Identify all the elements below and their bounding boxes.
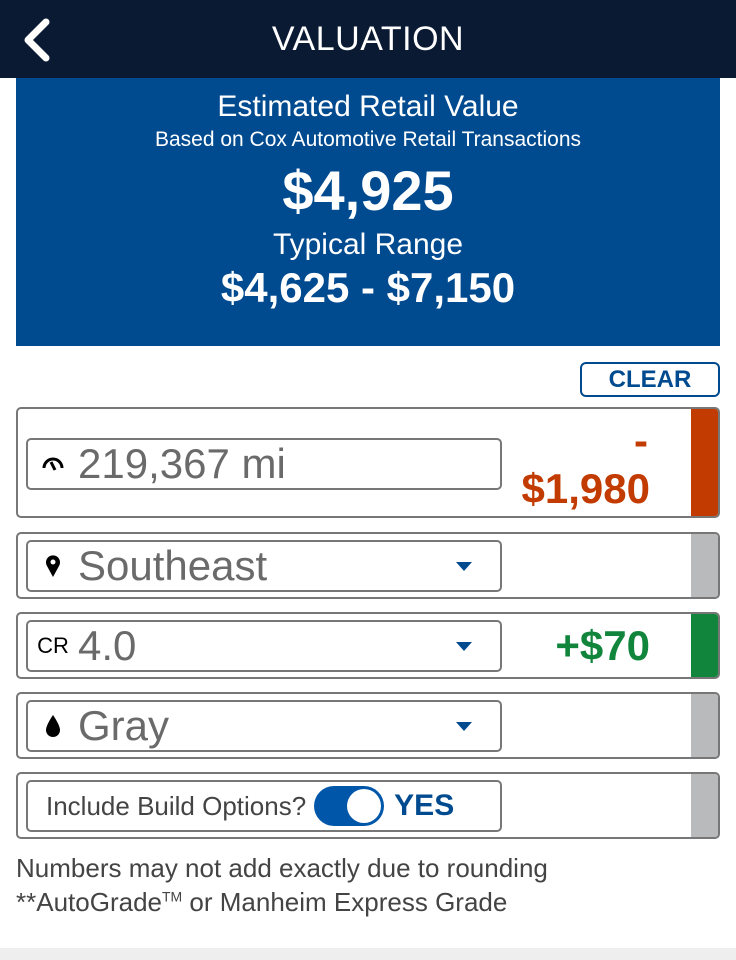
color-value: Gray xyxy=(78,702,170,749)
condition-adjustment: +$70 xyxy=(555,622,650,669)
build-options-row: Include Build Options? YES xyxy=(16,772,720,839)
color-row: Gray xyxy=(16,692,720,759)
condition-report-icon: CR xyxy=(37,633,69,658)
odometer-icon xyxy=(28,454,78,474)
region-row: Southeast xyxy=(16,532,720,599)
range-label: Typical Range xyxy=(272,228,464,261)
mileage-input[interactable]: 219,367 mi xyxy=(26,438,502,490)
adjustment-indicator-bar xyxy=(691,409,718,516)
header-bar: VALUATION xyxy=(0,0,736,78)
page-title: VALUATION xyxy=(271,20,465,58)
autograde-note: **AutoGradeTM or Manheim Express Grade xyxy=(16,887,507,918)
trademark: TM xyxy=(161,888,183,905)
express-grade-text: or Manheim Express Grade xyxy=(182,887,508,917)
adjustment-indicator-bar xyxy=(691,614,718,677)
toggle-state-label: YES xyxy=(394,789,455,822)
caret-down-icon xyxy=(456,561,472,571)
autograde-text: **AutoGrade xyxy=(16,887,162,917)
rounding-note: Numbers may not add exactly due to round… xyxy=(16,853,548,883)
bottom-divider xyxy=(0,948,736,960)
caret-down-icon xyxy=(456,721,472,731)
condition-row: CR 4.0 +$70 xyxy=(16,612,720,679)
clear-button[interactable]: CLEAR xyxy=(580,362,720,397)
color-dropdown[interactable]: Gray xyxy=(26,700,502,752)
region-value: Southeast xyxy=(78,542,268,589)
toggle-knob xyxy=(347,789,382,823)
mileage-value: 219,367 mi xyxy=(78,440,286,487)
mileage-adjustment: $1,980 xyxy=(521,465,650,512)
condition-dropdown[interactable]: CR 4.0 xyxy=(26,620,502,672)
mileage-row: 219,367 mi - $1,980 xyxy=(16,407,720,518)
adjustment-indicator-bar xyxy=(691,694,718,757)
back-button[interactable] xyxy=(20,18,60,62)
paint-drop-icon xyxy=(28,714,78,738)
build-options-toggle[interactable] xyxy=(314,786,385,826)
estimate-label: Estimated Retail Value xyxy=(217,90,519,123)
caret-down-icon xyxy=(456,641,472,651)
condition-value: 4.0 xyxy=(78,622,137,669)
mileage-adjustment-sign: - xyxy=(634,417,648,464)
range-value: $4,625 - $7,150 xyxy=(220,264,516,311)
build-options-label: Include Build Options? xyxy=(46,790,307,821)
adjustment-indicator-bar xyxy=(691,534,718,597)
region-dropdown[interactable]: Southeast xyxy=(26,540,502,592)
chevron-left-icon xyxy=(24,18,50,62)
location-pin-icon xyxy=(28,554,78,578)
estimate-value: $4,925 xyxy=(282,159,454,222)
valuation-panel: Estimated Retail Value Based on Cox Auto… xyxy=(16,78,720,346)
estimate-source: Based on Cox Automotive Retail Transacti… xyxy=(154,128,582,151)
build-options-field: Include Build Options? YES xyxy=(26,780,502,832)
adjustment-indicator-bar xyxy=(691,774,718,837)
